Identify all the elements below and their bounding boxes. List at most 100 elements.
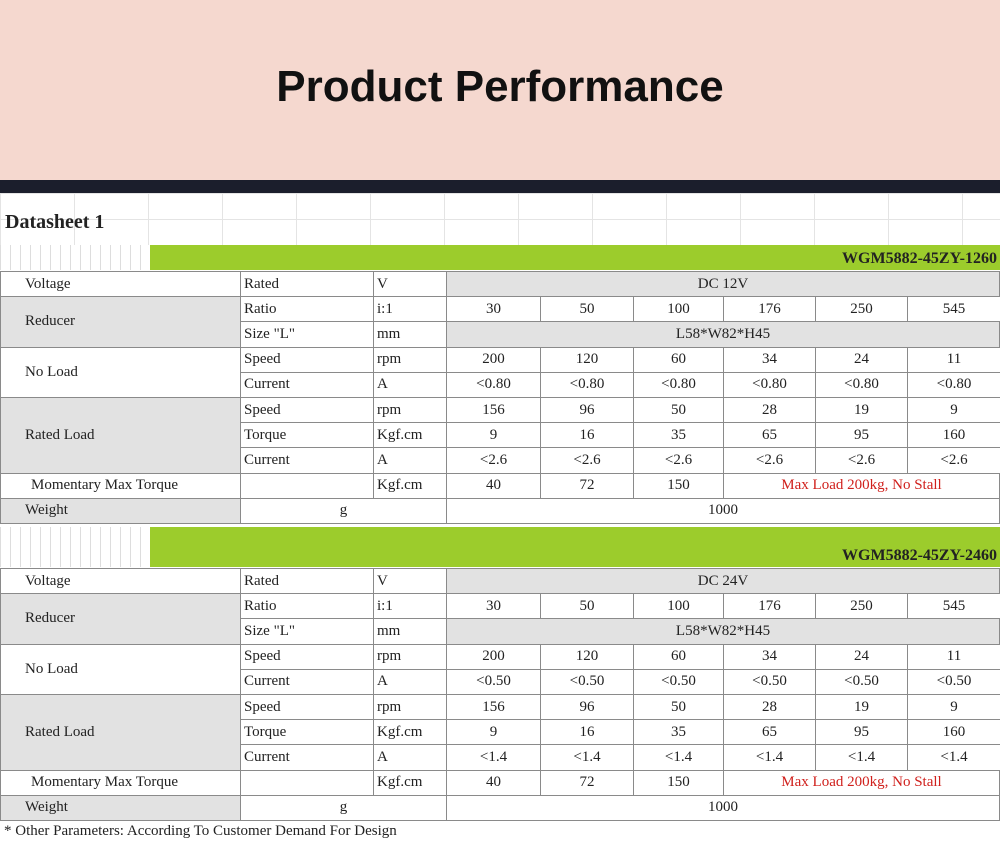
value-cell: 11 — [907, 346, 1000, 373]
value-cell: 50 — [633, 694, 724, 721]
sheet-title: Datasheet 1 — [5, 211, 105, 233]
value-cell: 545 — [907, 593, 1000, 620]
group-label: Momentary Max Torque — [0, 769, 241, 796]
value-cell: 16 — [540, 719, 634, 746]
param-cell: Rated — [240, 271, 374, 298]
value-cell: 96 — [540, 397, 634, 424]
value-cell: <0.50 — [907, 668, 1000, 695]
value-cell: <0.80 — [723, 371, 816, 398]
value-cell: 545 — [907, 296, 1000, 323]
value-cell: 34 — [723, 643, 816, 670]
note-cell: Max Load 200kg, No Stall — [723, 769, 1000, 796]
value-cell: 35 — [633, 422, 724, 449]
value-cell: <0.80 — [633, 371, 724, 398]
span-cell: 1000 — [446, 794, 1000, 821]
unit-cell: mm — [373, 618, 447, 645]
value-cell: 150 — [633, 769, 724, 796]
value-cell: 72 — [540, 769, 634, 796]
value-cell: <0.50 — [540, 668, 634, 695]
value-cell: 176 — [723, 593, 816, 620]
model-bar — [150, 245, 1000, 270]
note-cell: Max Load 200kg, No Stall — [723, 472, 1000, 499]
value-cell: 11 — [907, 643, 1000, 670]
value-cell: 250 — [815, 296, 908, 323]
group-label: Voltage — [0, 271, 241, 298]
param-cell: Speed — [240, 694, 374, 721]
value-cell: 100 — [633, 296, 724, 323]
model-bar-stub — [0, 245, 150, 270]
value-cell: <0.80 — [446, 371, 541, 398]
param-cell: Speed — [240, 346, 374, 373]
span-cell: DC 12V — [446, 271, 1000, 298]
value-cell: 156 — [446, 397, 541, 424]
value-cell: 19 — [815, 694, 908, 721]
value-cell: 65 — [723, 719, 816, 746]
value-cell: <2.6 — [907, 447, 1000, 474]
value-cell: <2.6 — [540, 447, 634, 474]
divider-band — [0, 180, 1000, 193]
group-label: Rated Load — [0, 694, 241, 771]
value-cell: 40 — [446, 472, 541, 499]
param-cell: Current — [240, 447, 374, 474]
group-label: Voltage — [0, 568, 241, 595]
value-cell: <0.80 — [540, 371, 634, 398]
unit-cell: Kgf.cm — [373, 472, 447, 499]
unit-cell: i:1 — [373, 296, 447, 323]
value-cell: 60 — [633, 643, 724, 670]
unit-cell: A — [373, 371, 447, 398]
param-cell: Size "L" — [240, 321, 374, 348]
unit-cell: rpm — [373, 694, 447, 721]
value-cell: 200 — [446, 643, 541, 670]
unit-cell: V — [373, 568, 447, 595]
param-cell: Current — [240, 371, 374, 398]
value-cell: <2.6 — [633, 447, 724, 474]
value-cell: 9 — [907, 397, 1000, 424]
value-cell: 156 — [446, 694, 541, 721]
value-cell: 96 — [540, 694, 634, 721]
value-cell: 72 — [540, 472, 634, 499]
value-cell: <1.4 — [540, 744, 634, 771]
param-cell: Speed — [240, 643, 374, 670]
model-bar — [150, 527, 1000, 567]
unit-cell: g — [240, 794, 447, 821]
sheet-grid — [0, 193, 1000, 245]
param-cell: Torque — [240, 422, 374, 449]
group-label: No Load — [0, 346, 241, 398]
group-label: Weight — [0, 794, 241, 821]
value-cell: 40 — [446, 769, 541, 796]
unit-cell: rpm — [373, 397, 447, 424]
unit-cell: rpm — [373, 346, 447, 373]
value-cell: 50 — [540, 296, 634, 323]
param-cell: Rated — [240, 568, 374, 595]
unit-cell: i:1 — [373, 593, 447, 620]
value-cell: 200 — [446, 346, 541, 373]
value-cell: <0.50 — [633, 668, 724, 695]
footnote: * Other Parameters: According To Custome… — [4, 823, 397, 839]
group-label: Reducer — [0, 296, 241, 348]
value-cell: <2.6 — [723, 447, 816, 474]
value-cell: 120 — [540, 346, 634, 373]
value-cell: <0.50 — [723, 668, 816, 695]
span-cell: L58*W82*H45 — [446, 321, 1000, 348]
value-cell: 250 — [815, 593, 908, 620]
group-label: Momentary Max Torque — [0, 472, 241, 499]
value-cell: 160 — [907, 719, 1000, 746]
value-cell: <0.50 — [815, 668, 908, 695]
unit-cell: A — [373, 447, 447, 474]
value-cell: 160 — [907, 422, 1000, 449]
value-cell: 95 — [815, 422, 908, 449]
unit-cell: Kgf.cm — [373, 422, 447, 449]
value-cell: 34 — [723, 346, 816, 373]
value-cell: 60 — [633, 346, 724, 373]
value-cell: 24 — [815, 643, 908, 670]
param-cell: Ratio — [240, 593, 374, 620]
value-cell: 150 — [633, 472, 724, 499]
value-cell: 50 — [540, 593, 634, 620]
value-cell: 176 — [723, 296, 816, 323]
group-label: Rated Load — [0, 397, 241, 474]
param-cell — [240, 472, 374, 499]
value-cell: 120 — [540, 643, 634, 670]
unit-cell: V — [373, 271, 447, 298]
value-cell: <1.4 — [723, 744, 816, 771]
